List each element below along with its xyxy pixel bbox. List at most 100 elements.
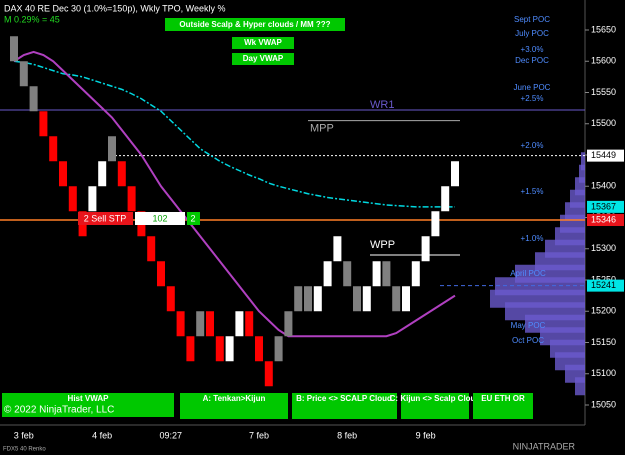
brick bbox=[274, 336, 283, 362]
brick bbox=[333, 236, 342, 262]
brick bbox=[68, 186, 77, 212]
brick bbox=[127, 186, 136, 212]
brick bbox=[441, 186, 450, 212]
price-tag-label: 15449 bbox=[591, 150, 616, 160]
button-label: Outside Scalp & Hyper clouds / MM ??? bbox=[179, 20, 330, 29]
level-label: MPP bbox=[310, 123, 334, 135]
brick bbox=[372, 261, 381, 287]
brick bbox=[284, 311, 293, 337]
brick bbox=[313, 286, 322, 312]
button[interactable]: Day VWAP bbox=[232, 53, 294, 65]
poc-label: +2.5% bbox=[521, 94, 544, 103]
button-label: Hist VWAP bbox=[68, 394, 110, 403]
x-tick-label: 09:27 bbox=[160, 430, 183, 440]
brick bbox=[362, 286, 371, 312]
button-label: B: Price <> SCALP Cloud bbox=[296, 394, 392, 403]
brick bbox=[323, 261, 332, 287]
button[interactable]: EU ETH OR bbox=[473, 393, 533, 419]
profile-bar bbox=[575, 377, 585, 396]
chart-title: DAX 40 RE Dec 30 (1.0%=150p), Wkly TPO, … bbox=[4, 3, 226, 13]
poc-label: +1.0% bbox=[521, 234, 544, 243]
y-tick-label: 15200 bbox=[591, 306, 616, 316]
brick bbox=[117, 161, 126, 187]
button-label: C: Kijun <> Scalp Cloud bbox=[390, 394, 481, 403]
order-qty: 2 bbox=[190, 213, 195, 223]
copyright: © 2022 NinjaTrader, LLC bbox=[4, 405, 114, 416]
button-label: EU ETH OR bbox=[481, 394, 525, 403]
brick bbox=[343, 261, 352, 287]
x-tick-label: 9 feb bbox=[416, 430, 436, 440]
button[interactable]: Wk VWAP bbox=[232, 37, 294, 49]
poc-label: June POC bbox=[514, 83, 551, 92]
brick bbox=[196, 311, 205, 337]
brick bbox=[108, 136, 116, 162]
brick bbox=[402, 286, 410, 312]
brick bbox=[235, 311, 244, 337]
brand: NINJATRADER bbox=[513, 441, 576, 451]
poc-label: Dec POC bbox=[515, 56, 549, 65]
button-label: Day VWAP bbox=[243, 54, 284, 63]
brick bbox=[294, 286, 303, 312]
indicator-line bbox=[13, 60, 455, 208]
order-widget[interactable]: 2 Sell STP 102 2 bbox=[78, 212, 200, 225]
brick bbox=[304, 286, 312, 312]
button[interactable]: C: Kijun <> Scalp Cloud bbox=[390, 393, 481, 419]
button[interactable]: Outside Scalp & Hyper clouds / MM ??? bbox=[165, 18, 345, 31]
brick bbox=[431, 211, 440, 237]
brick bbox=[49, 136, 58, 162]
button[interactable]: A: Tenkan>Kijun bbox=[180, 393, 288, 419]
brick bbox=[353, 286, 361, 312]
level-label: WPP bbox=[370, 239, 395, 251]
button-label: A: Tenkan>Kijun bbox=[203, 394, 266, 403]
profile-bar bbox=[581, 152, 585, 171]
brick bbox=[451, 161, 459, 187]
y-tick-label: 15500 bbox=[591, 118, 616, 128]
y-tick-label: 15650 bbox=[591, 24, 616, 34]
brick bbox=[255, 336, 263, 362]
brick bbox=[98, 161, 107, 187]
poc-label: +2.0% bbox=[521, 141, 544, 150]
y-tick-label: 15100 bbox=[591, 368, 616, 378]
brick bbox=[245, 311, 254, 337]
level-label: WR1 bbox=[370, 99, 394, 111]
poc-label: +1.5% bbox=[521, 187, 544, 196]
brick bbox=[264, 361, 273, 387]
x-tick-label: 3 feb bbox=[14, 430, 34, 440]
brick bbox=[225, 336, 234, 362]
brick bbox=[29, 86, 38, 112]
y-tick-label: 15150 bbox=[591, 337, 616, 347]
order-offset: 102 bbox=[152, 213, 167, 223]
y-tick-label: 15300 bbox=[591, 243, 616, 253]
button[interactable]: B: Price <> SCALP Cloud bbox=[292, 393, 397, 419]
footer: FDX5 40 Renko bbox=[3, 447, 46, 453]
price-tag-label: 15241 bbox=[591, 280, 616, 290]
price-tag bbox=[587, 214, 624, 226]
price-tag bbox=[587, 200, 624, 213]
brick bbox=[382, 261, 391, 287]
brick bbox=[10, 36, 18, 62]
poc-label: April POC bbox=[510, 269, 546, 278]
y-tick-label: 15550 bbox=[591, 87, 616, 97]
brick bbox=[166, 286, 175, 312]
price-tag-label: 15367 bbox=[591, 201, 616, 211]
brick bbox=[206, 311, 214, 337]
brick bbox=[176, 311, 185, 337]
button-label: Wk VWAP bbox=[244, 38, 282, 47]
profile-bar bbox=[579, 164, 585, 183]
brick bbox=[392, 286, 401, 312]
profile-bar bbox=[575, 177, 585, 196]
x-tick-label: 4 feb bbox=[92, 430, 112, 440]
brick bbox=[421, 236, 430, 262]
indicator-line bbox=[13, 50, 456, 338]
brick bbox=[157, 261, 165, 287]
order-label: 2 Sell STP bbox=[84, 213, 127, 223]
y-tick-label: 15050 bbox=[591, 399, 616, 409]
poc-label: May POC bbox=[511, 321, 546, 330]
x-tick-label: 7 feb bbox=[249, 430, 269, 440]
y-tick-label: 15400 bbox=[591, 181, 616, 191]
poc-label: Oct POC bbox=[512, 336, 544, 345]
button[interactable]: Hist VWAP bbox=[2, 393, 174, 417]
brick bbox=[19, 61, 28, 87]
